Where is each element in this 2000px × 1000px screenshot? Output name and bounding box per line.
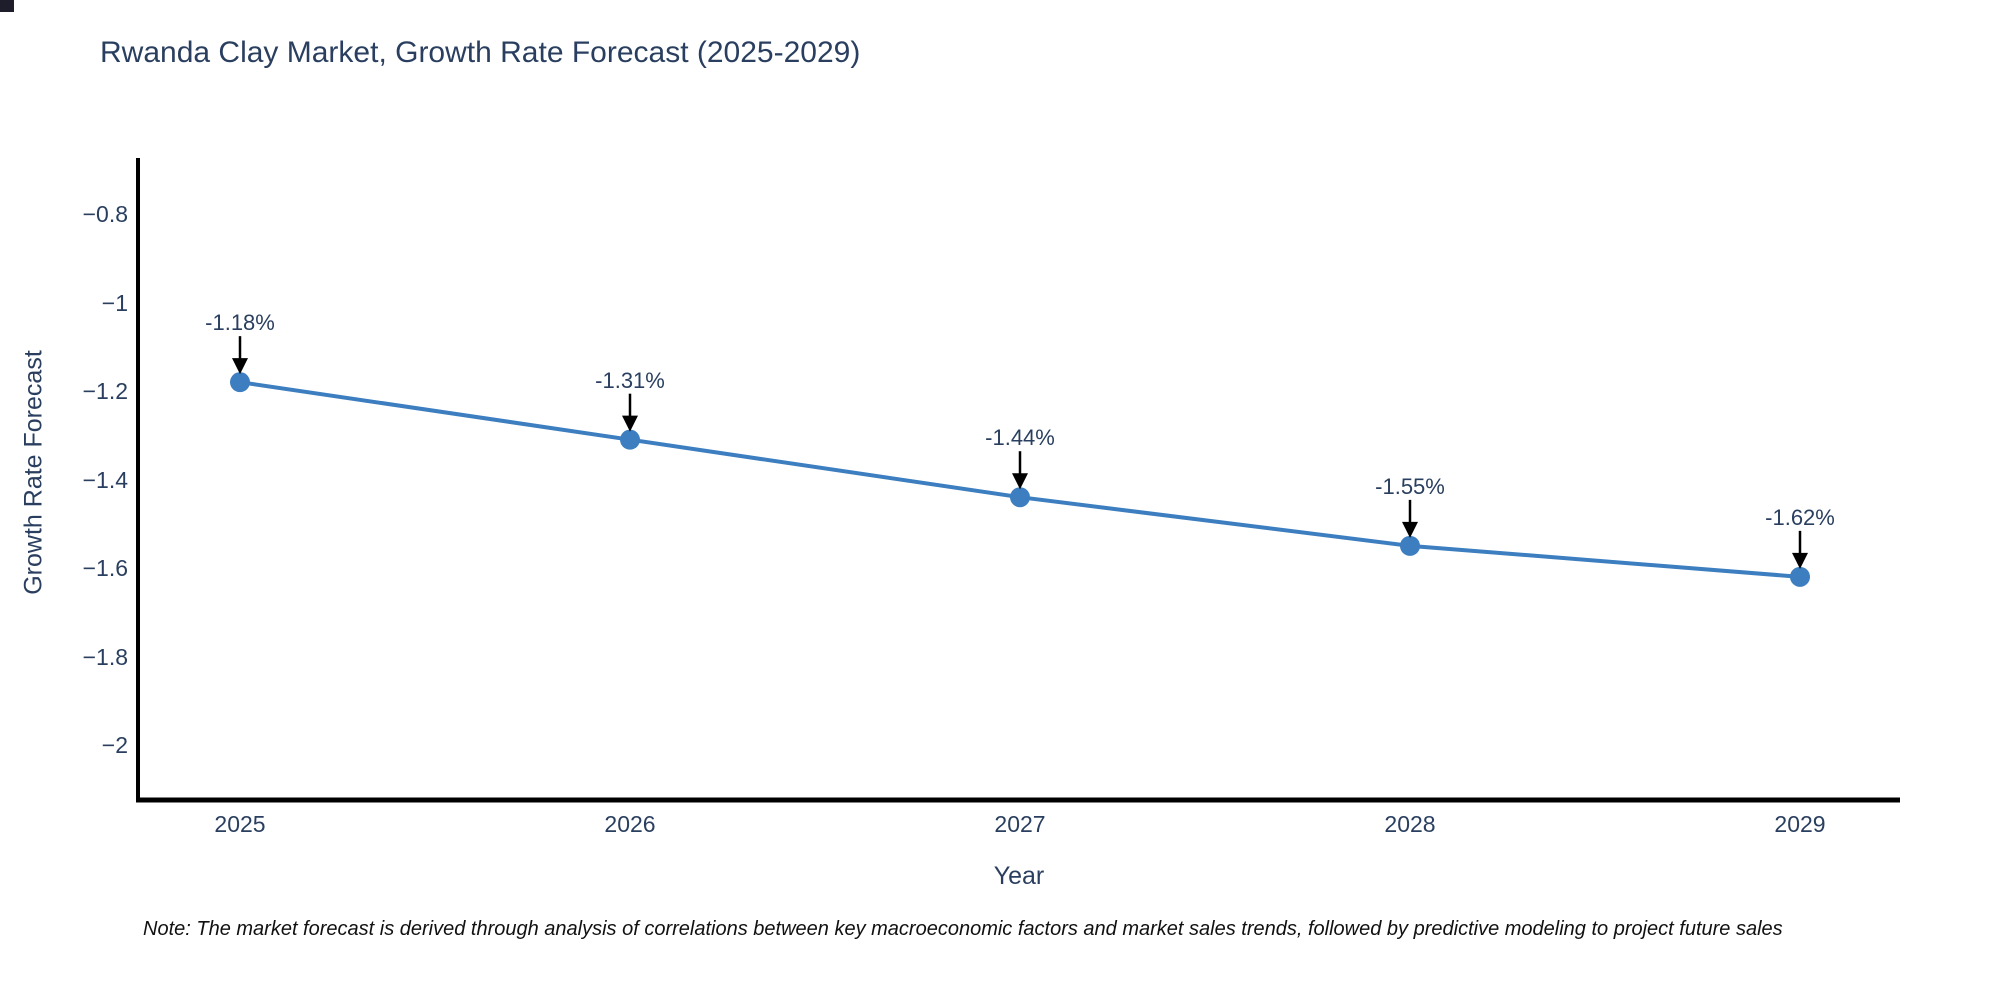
- y-tick-label-neg1: −1: [101, 289, 128, 316]
- data-point-2027: [1010, 487, 1030, 508]
- y-tick-label-neg1.8: −1.8: [82, 643, 128, 670]
- annotation-arrowhead-2029: [1792, 552, 1808, 569]
- x-tick-label-2028: 2028: [1384, 811, 1436, 837]
- data-point-2028: [1400, 535, 1420, 556]
- annotation-arrowhead-2025: [232, 358, 248, 375]
- annotation-arrowhead-2027: [1012, 473, 1028, 490]
- y-tick-label-neg2: −2: [101, 732, 128, 758]
- annotation-arrowhead-2028: [1402, 521, 1418, 538]
- y-tick-label-neg0.8: −0.8: [82, 201, 128, 227]
- point-annotation-2025: -1.18%: [205, 310, 275, 336]
- y-tick-label-neg1.6: −1.6: [82, 555, 128, 581]
- x-tick-label-2025: 2025: [214, 811, 266, 837]
- x-tick-label-2026: 2026: [604, 811, 656, 837]
- data-point-2025: [230, 372, 250, 393]
- data-point-2029: [1790, 566, 1810, 587]
- point-annotation-2026: -1.31%: [595, 367, 665, 393]
- point-annotation-2028: -1.55%: [1375, 473, 1445, 499]
- data-point-2026: [620, 429, 640, 450]
- window-corner-artifact: [0, 0, 14, 12]
- footnote-text: Note: The market forecast is derived thr…: [143, 918, 1783, 940]
- x-tick-label-2029: 2029: [1774, 811, 1826, 837]
- y-tick-label-neg1.4: −1.4: [82, 466, 128, 493]
- point-annotation-2027: -1.44%: [985, 425, 1055, 451]
- x-axis-title: Year: [993, 862, 1045, 890]
- y-tick-label-neg1.2: −1.2: [82, 378, 128, 404]
- point-annotation-2029: -1.62%: [1765, 504, 1835, 530]
- annotation-arrowhead-2026: [622, 415, 638, 432]
- x-tick-label-2027: 2027: [994, 811, 1046, 837]
- chart-title: Rwanda Clay Market, Growth Rate Forecast…: [100, 36, 861, 69]
